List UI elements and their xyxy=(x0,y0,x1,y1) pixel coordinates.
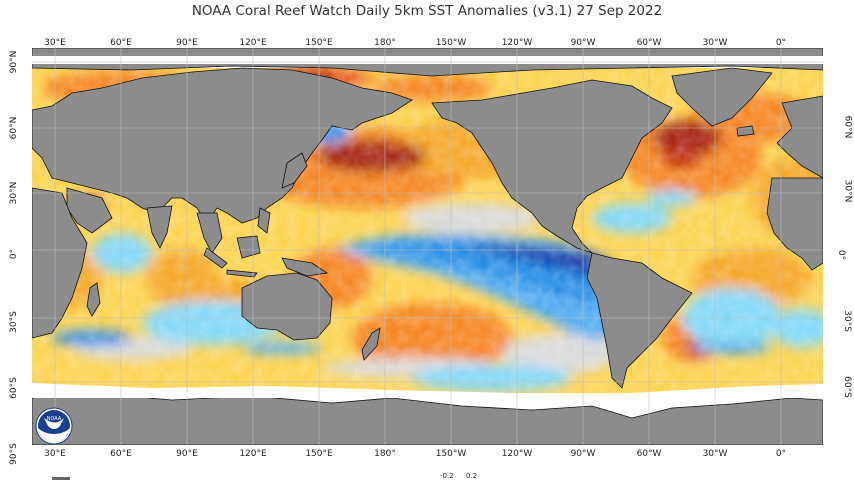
arctic-ice-band xyxy=(32,56,823,64)
lon-tick: 60°E xyxy=(110,38,132,48)
lon-tick: 60°W xyxy=(636,38,662,48)
sst-anomaly-map: NOAA xyxy=(32,48,823,445)
landmass-new-guinea xyxy=(281,257,329,277)
landmass-europe-west xyxy=(776,95,823,179)
noaa-logo-text: NOAA xyxy=(47,416,62,422)
lat-tick: 30°S xyxy=(841,310,852,332)
lat-tick: 30°S xyxy=(9,311,19,333)
antarctic-ice-band xyxy=(32,383,823,398)
lon-tick: 90°E xyxy=(176,449,198,459)
landmass-borneo xyxy=(236,235,261,259)
landmass-north-america xyxy=(431,79,673,254)
landmass-java xyxy=(226,269,258,278)
lon-tick: 120°W xyxy=(501,38,533,48)
noaa-logo: NOAA xyxy=(35,407,73,445)
colorbar-stub xyxy=(52,477,70,480)
lat-tick: 0° xyxy=(836,249,847,261)
lat-tick: 60°N xyxy=(842,115,853,139)
landmass-madagascar xyxy=(86,282,101,317)
lat-tick: 90°S xyxy=(9,443,19,465)
lon-tick: 30°W xyxy=(702,449,728,459)
lon-tick: 120°E xyxy=(239,449,267,459)
landmass-iceland xyxy=(736,125,755,137)
landmass-indochina xyxy=(196,212,223,254)
lat-tick: 60°S xyxy=(841,376,852,398)
land-masses xyxy=(32,48,823,445)
lon-tick: 30°W xyxy=(702,38,728,48)
landmass-philippines xyxy=(257,207,271,234)
lat-tick: 30°N xyxy=(9,181,19,205)
landmass-japan xyxy=(281,152,308,189)
landmass-india xyxy=(146,205,173,249)
landmass-south-america xyxy=(586,252,693,389)
lat-tick: 60°N xyxy=(9,116,19,140)
lon-tick: 120°E xyxy=(239,38,267,48)
lon-tick: 120°W xyxy=(501,449,533,459)
lon-tick: 150°E xyxy=(305,449,333,459)
colorbar-label: -0.2 xyxy=(440,472,454,480)
lon-tick: 30°E xyxy=(44,449,66,459)
lon-tick: 90°E xyxy=(176,38,198,48)
lon-tick: 150°W xyxy=(435,449,467,459)
lon-tick: 150°E xyxy=(305,38,333,48)
lon-tick: 60°E xyxy=(110,449,132,459)
landmass-new-zealand xyxy=(361,327,381,361)
landmass-australia xyxy=(241,272,333,341)
colorbar-label: 0.2 xyxy=(466,472,478,480)
landmass-africa-east xyxy=(32,187,88,339)
lat-tick: 30°N xyxy=(842,179,853,203)
lon-tick: 0° xyxy=(775,449,787,459)
graticule xyxy=(32,48,823,445)
lon-tick: 90°W xyxy=(570,449,596,459)
landmass-greenland xyxy=(671,67,773,127)
lat-tick: 60°S xyxy=(9,377,19,399)
lon-tick: 150°W xyxy=(435,38,467,48)
lon-tick: 90°W xyxy=(570,38,596,48)
lon-tick: 180° xyxy=(374,38,396,48)
lat-tick: 0° xyxy=(9,248,19,260)
lat-tick: 90°N xyxy=(9,50,19,74)
lon-tick: 0° xyxy=(775,38,787,48)
lon-tick: 180° xyxy=(374,449,396,459)
map-title: NOAA Coral Reef Watch Daily 5km SST Anom… xyxy=(191,3,663,19)
lon-tick: 60°W xyxy=(636,449,662,459)
landmass-sumatra xyxy=(203,247,228,269)
lon-tick: 30°E xyxy=(44,38,66,48)
